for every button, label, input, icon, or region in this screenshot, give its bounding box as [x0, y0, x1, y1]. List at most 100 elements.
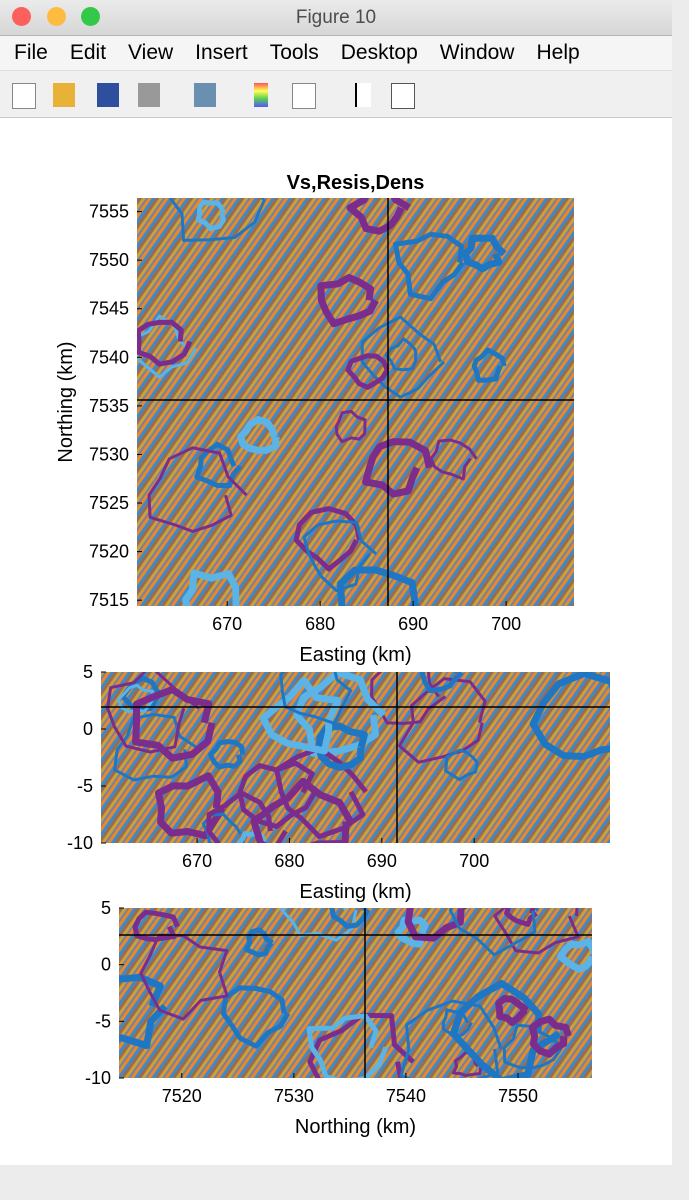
zoom-button[interactable] [81, 7, 100, 26]
print-icon[interactable] [138, 83, 160, 107]
property-icon[interactable] [391, 83, 415, 109]
contour-line [449, 908, 540, 957]
x-tick-label: 700 [459, 851, 489, 871]
chart-title: Vs,Resis,Dens [287, 172, 425, 194]
y-tick-label: 5 [83, 662, 93, 682]
y-tick-label: -5 [77, 776, 93, 796]
y-tick-label: 7525 [89, 493, 129, 513]
plot-area [101, 672, 610, 843]
x-tick-label: 7520 [162, 1086, 202, 1106]
open-icon[interactable] [53, 83, 75, 107]
x-axis-label: Easting (km) [299, 881, 411, 903]
contour-line [370, 672, 447, 725]
y-tick-label: 7540 [89, 347, 129, 367]
pointer-icon[interactable] [355, 83, 371, 107]
contour-line [384, 337, 418, 372]
contour-line [462, 234, 507, 273]
x-tick-label: 690 [398, 614, 428, 634]
y-tick-label: 7535 [89, 396, 129, 416]
x-axis-label: Easting (km) [299, 644, 411, 666]
figure-window: Figure 10 File Edit View Insert Tools Desktop… [0, 0, 672, 1165]
new-icon[interactable] [12, 83, 36, 109]
menu-item[interactable]: Help [536, 41, 580, 64]
contour-line [449, 979, 562, 1078]
contour-line [504, 908, 538, 927]
minimize-button[interactable] [47, 7, 66, 26]
y-tick-label: 7515 [89, 590, 129, 610]
x-tick-label: 7530 [274, 1086, 314, 1106]
contour-line [362, 438, 433, 498]
y-tick-label: -10 [67, 833, 93, 853]
contour-line [250, 777, 354, 843]
link-icon[interactable] [194, 83, 216, 107]
plot-area [119, 908, 592, 1078]
contour-line [220, 985, 291, 1049]
y-tick-label: 7520 [89, 542, 129, 562]
x-tick-label: 680 [305, 614, 335, 634]
contour-line [346, 198, 412, 235]
contour-line [155, 772, 226, 840]
contour-line [557, 938, 592, 973]
x-axis-label: Northing (km) [295, 1116, 416, 1138]
title-bar: Figure 10 [0, 0, 672, 36]
x-tick-label: 680 [274, 851, 304, 871]
legend-icon[interactable] [292, 83, 316, 109]
colorbar-icon[interactable] [254, 83, 268, 107]
contour-line [195, 199, 227, 232]
contour-line [493, 908, 580, 955]
contour-line [444, 748, 480, 782]
contour-line [113, 713, 201, 782]
contour-line [471, 347, 507, 383]
menu-item[interactable]: Insert [195, 41, 248, 64]
contour-fill [137, 198, 574, 606]
y-tick-label: 7545 [89, 299, 129, 319]
contour-line [317, 274, 379, 328]
close-button[interactable] [12, 7, 31, 26]
contour-line [259, 676, 342, 755]
contour-line [139, 933, 229, 1021]
contour-line [293, 672, 387, 757]
x-tick-label: 7550 [498, 1086, 538, 1106]
y-tick-label: 0 [101, 955, 111, 975]
y-tick-label: 5 [101, 898, 111, 918]
contour-line [181, 569, 240, 606]
contour-line [404, 908, 468, 942]
contour-line [528, 1015, 572, 1058]
contour-line [280, 908, 358, 942]
contour-line [169, 198, 267, 242]
menu-bar: File Edit View Insert Tools Desktop Window Help [0, 36, 672, 71]
contour-line [393, 231, 466, 302]
menu-item[interactable]: File [14, 41, 48, 64]
contour-line [394, 916, 429, 948]
contour-line [132, 686, 216, 762]
y-tick-label: 7530 [89, 444, 129, 464]
y-tick-label: -5 [95, 1011, 111, 1031]
contour-line [194, 441, 243, 488]
contour-line [237, 416, 280, 454]
save-icon[interactable] [97, 83, 119, 107]
contour-line [132, 909, 180, 943]
x-tick-label: 670 [182, 851, 212, 871]
plot-area [137, 198, 574, 606]
menu-item[interactable]: Desktop [340, 41, 418, 64]
window-title: Figure 10 [295, 7, 377, 28]
contour-line [279, 672, 353, 725]
contour-line [302, 519, 377, 593]
contour-line [208, 739, 246, 770]
contour-line [293, 506, 362, 572]
contour-line [495, 995, 530, 1026]
contour-line [116, 683, 155, 714]
plots: 670 680 690 700 7515 7520 7525 7530 7535 7540 7545… [55, 172, 610, 1138]
menu-item[interactable]: View [128, 41, 174, 64]
x-tick-label: 7540 [386, 1086, 426, 1106]
menu-item[interactable]: Window [439, 41, 515, 64]
contour-line [336, 566, 420, 606]
toolbar [0, 71, 672, 118]
contour-line [329, 908, 371, 929]
x-tick-label: 690 [367, 851, 397, 871]
contour-line [106, 672, 200, 754]
x-tick-label: 670 [212, 614, 242, 634]
menu-item[interactable]: Edit [69, 41, 107, 64]
menu-item[interactable]: Tools [269, 41, 319, 64]
